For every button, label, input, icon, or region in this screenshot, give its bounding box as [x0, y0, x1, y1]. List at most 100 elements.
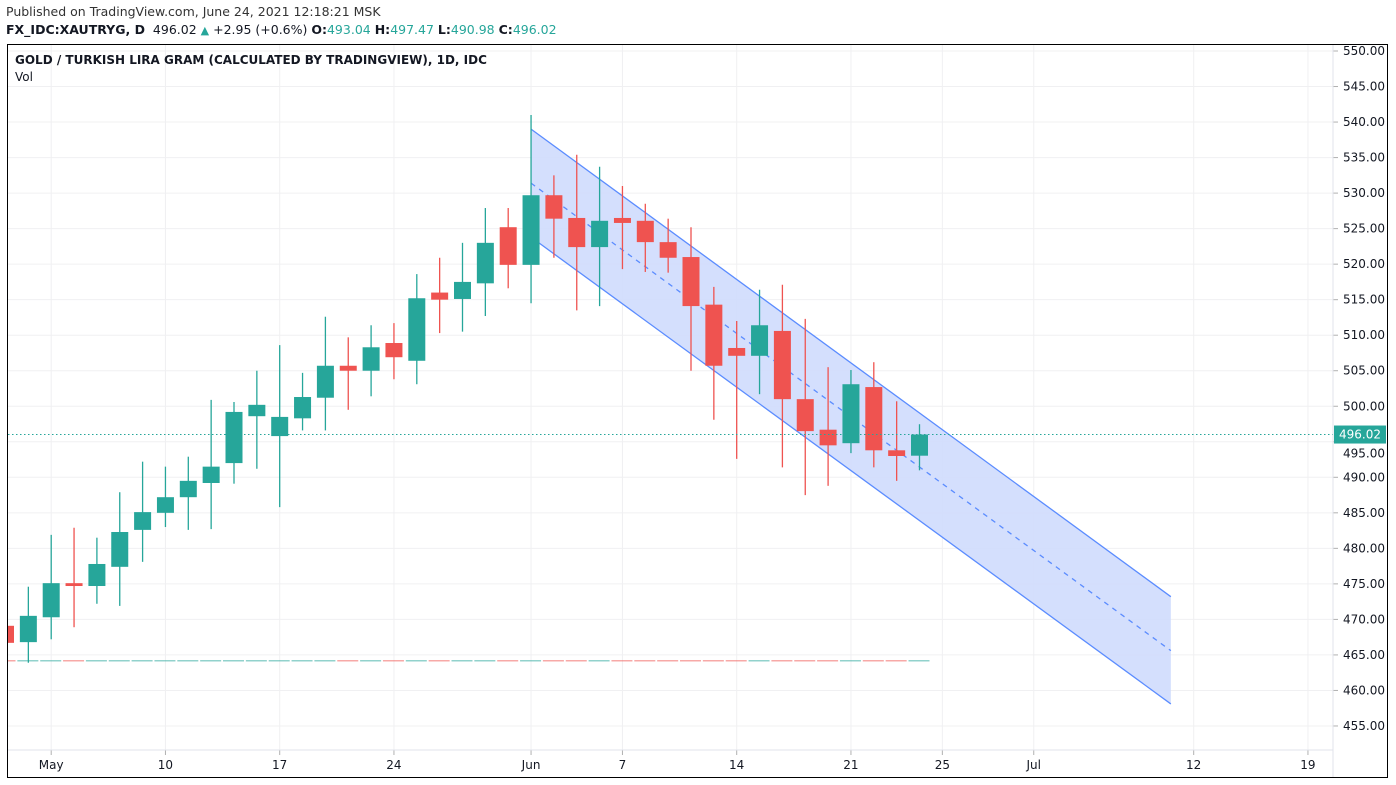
price-axis-label: 510.00 — [1343, 328, 1385, 342]
volume-bar — [908, 660, 930, 662]
candle-body — [362, 347, 380, 371]
candle-body — [773, 330, 791, 400]
volume-bar — [862, 660, 884, 662]
candle-body — [8, 625, 14, 643]
up-triangle-icon: ▲ — [200, 24, 210, 37]
close-label: C: — [498, 22, 513, 37]
volume-bar — [794, 660, 816, 662]
price-axis-label: 520.00 — [1343, 257, 1385, 271]
volume-bar — [268, 660, 290, 662]
price-axis-label: 540.00 — [1343, 115, 1385, 129]
volume-bar — [382, 660, 404, 662]
time-axis-label: 10 — [158, 758, 173, 772]
published-caption: Published on TradingView.com, June 24, 2… — [6, 4, 381, 19]
close-value: 496.02 — [512, 22, 557, 37]
price-axis-label: 525.00 — [1343, 222, 1385, 236]
volume-bar — [108, 660, 130, 662]
candle-body — [408, 298, 426, 361]
time-axis-label: 21 — [843, 758, 858, 772]
candle-body — [911, 434, 928, 456]
candle-body — [248, 404, 266, 417]
volume-bar — [245, 660, 267, 662]
volume-bar — [177, 660, 199, 662]
volume-bar — [542, 660, 564, 662]
volume-bar — [702, 660, 724, 662]
candle-body — [705, 304, 723, 366]
candle-body — [865, 387, 883, 451]
time-axis-label: 19 — [1300, 758, 1315, 772]
symbol-info-bar: FX_IDC:XAUTRYG, D 496.02 ▲ +2.95 (+0.6%)… — [6, 22, 557, 37]
price-axis-label: 480.00 — [1343, 541, 1385, 555]
open-value: 493.04 — [326, 22, 371, 37]
low-label: L: — [437, 22, 451, 37]
price-axis-label: 490.00 — [1343, 470, 1385, 484]
candle-body — [728, 347, 746, 356]
volume-bar — [131, 660, 153, 662]
volume-legend[interactable]: Vol — [15, 70, 33, 84]
price-axis-label: 550.00 — [1343, 44, 1385, 58]
candle-body — [202, 466, 220, 483]
symbol-name: FX_IDC:XAUTRYG, D — [6, 22, 145, 37]
volume-bar — [405, 660, 427, 662]
candle-body — [522, 195, 540, 265]
candle-body — [179, 480, 197, 498]
price-axis-label: 465.00 — [1343, 648, 1385, 662]
volume-bar — [520, 660, 542, 662]
price-change: +2.95 (+0.6%) — [213, 22, 308, 37]
time-axis-label: 24 — [386, 758, 401, 772]
volume-bar — [85, 660, 107, 662]
candle-body — [751, 325, 769, 356]
candle-body — [454, 281, 471, 299]
candle-body — [294, 397, 312, 419]
low-value: 490.98 — [450, 22, 495, 37]
candle-body — [636, 220, 654, 243]
plot-area — [8, 45, 1333, 750]
channel-middle-line — [530, 182, 1172, 652]
volume-bar — [657, 660, 679, 662]
candle-body — [842, 384, 860, 444]
candle-body — [499, 227, 517, 265]
price-axis-label: 455.00 — [1343, 719, 1385, 733]
volume-bar — [634, 660, 656, 662]
time-axis-label: May — [39, 758, 64, 772]
candle-body — [431, 292, 449, 300]
candle-body — [19, 615, 37, 643]
candle-body — [271, 416, 289, 437]
volume-bar — [885, 660, 907, 662]
high-value: 497.47 — [390, 22, 434, 37]
volume-bar — [223, 660, 244, 662]
chart-legend-title: GOLD / TURKISH LIRA GRAM (CALCULATED BY … — [15, 53, 487, 67]
last-price-label: 496.02 — [1339, 428, 1381, 442]
time-axis-label: 14 — [729, 758, 744, 772]
volume-bar — [680, 660, 701, 662]
volume-bar — [451, 660, 473, 662]
volume-bar — [200, 660, 222, 662]
volume-bar — [428, 660, 450, 662]
chart-frame — [7, 44, 1388, 778]
time-axis-label: 12 — [1186, 758, 1201, 772]
candle-body — [545, 195, 563, 219]
price-axis-label: 485.00 — [1343, 506, 1385, 520]
candle-body — [613, 217, 631, 223]
price-axis-label: 495.00 — [1343, 447, 1385, 461]
time-axis-label: Jul — [1026, 758, 1041, 772]
volume-bar — [497, 660, 519, 662]
time-axis-label: 17 — [272, 758, 287, 772]
candle-body — [568, 217, 586, 248]
candle-body — [42, 583, 60, 618]
last-price: 496.02 — [152, 22, 197, 37]
candle-body — [156, 497, 174, 513]
volume-bar — [588, 660, 610, 662]
candle-body — [476, 242, 494, 284]
price-axis-label: 470.00 — [1343, 612, 1385, 626]
volume-bar — [748, 660, 770, 662]
channel-upper-line — [530, 128, 1172, 598]
volume-bar — [817, 660, 839, 662]
candle-body — [591, 220, 609, 248]
candle-body — [796, 399, 814, 432]
candle-body — [225, 411, 243, 464]
open-label: O: — [311, 22, 327, 37]
candle-body — [819, 429, 837, 446]
candle-body — [659, 242, 677, 258]
